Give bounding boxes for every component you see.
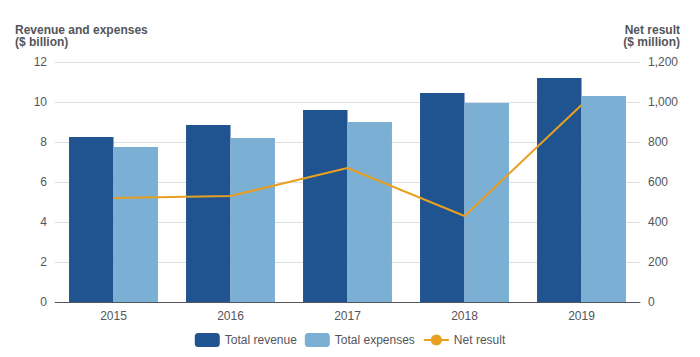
svg-text:10: 10 (34, 95, 48, 109)
svg-text:2015: 2015 (100, 309, 127, 323)
svg-text:Revenue and expenses: Revenue and expenses (15, 23, 148, 37)
svg-text:0: 0 (40, 295, 47, 309)
svg-text:Net result: Net result (454, 333, 506, 347)
svg-text:600: 600 (648, 175, 668, 189)
svg-text:Net result: Net result (624, 23, 680, 37)
svg-text:1,200: 1,200 (648, 55, 678, 69)
svg-text:2019: 2019 (568, 309, 595, 323)
svg-text:200: 200 (648, 255, 668, 269)
svg-text:1,000: 1,000 (648, 95, 678, 109)
svg-text:Total expenses: Total expenses (335, 333, 415, 347)
svg-text:($ billion): ($ billion) (15, 35, 68, 49)
svg-text:6: 6 (40, 175, 47, 189)
svg-text:400: 400 (648, 215, 668, 229)
svg-text:4: 4 (40, 215, 47, 229)
svg-text:8: 8 (40, 135, 47, 149)
svg-text:2016: 2016 (217, 309, 244, 323)
svg-text:12: 12 (34, 55, 48, 69)
svg-text:0: 0 (648, 295, 655, 309)
svg-text:2: 2 (40, 255, 47, 269)
svg-text:2017: 2017 (334, 309, 361, 323)
svg-text:800: 800 (648, 135, 668, 149)
svg-text:Total revenue: Total revenue (225, 333, 297, 347)
svg-text:($ million): ($ million) (623, 35, 680, 49)
svg-text:2018: 2018 (451, 309, 478, 323)
